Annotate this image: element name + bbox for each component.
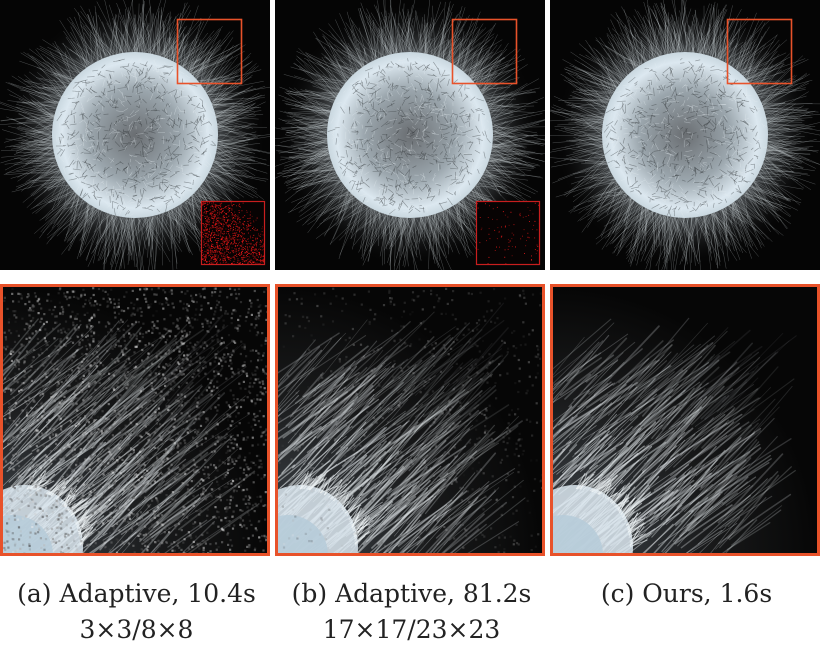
zoom-panel-b — [275, 284, 545, 556]
caption-a: (a) Adaptive, 10.4s 3×3/8×8 — [0, 576, 273, 648]
caption-c-label: (c) — [601, 579, 635, 608]
zoom-crop-b — [278, 287, 542, 553]
caption-a-detail: 3×3/8×8 — [0, 612, 273, 648]
caption-a-title: (a) Adaptive, 10.4s — [0, 576, 273, 612]
error-map-inset — [476, 201, 540, 265]
fur-ball-render-c — [550, 0, 820, 270]
render-panel-b — [275, 0, 545, 270]
fur-ball-render-b — [275, 0, 545, 270]
zoom-crop-a — [3, 287, 267, 553]
zoom-panel-c — [550, 284, 820, 556]
caption-a-method: Adaptive, 10.4s — [60, 579, 256, 608]
error-map-inset — [201, 201, 265, 265]
render-panel-c — [550, 0, 820, 270]
zoom-crop-c — [553, 287, 817, 553]
caption-c-method: Ours, 1.6s — [642, 579, 772, 608]
caption-b-method: Adaptive, 81.2s — [335, 579, 531, 608]
caption-a-label: (a) — [17, 579, 51, 608]
caption-c-title: (c) Ours, 1.6s — [550, 576, 820, 612]
caption-c: (c) Ours, 1.6s — [550, 576, 820, 612]
caption-b-label: (b) — [292, 579, 328, 608]
caption-b-detail: 17×17/23×23 — [275, 612, 548, 648]
zoom-panel-a — [0, 284, 270, 556]
caption-b-title: (b) Adaptive, 81.2s — [275, 576, 548, 612]
render-panel-a — [0, 0, 270, 270]
caption-b: (b) Adaptive, 81.2s 17×17/23×23 — [275, 576, 548, 648]
fur-ball-render-a — [0, 0, 270, 270]
